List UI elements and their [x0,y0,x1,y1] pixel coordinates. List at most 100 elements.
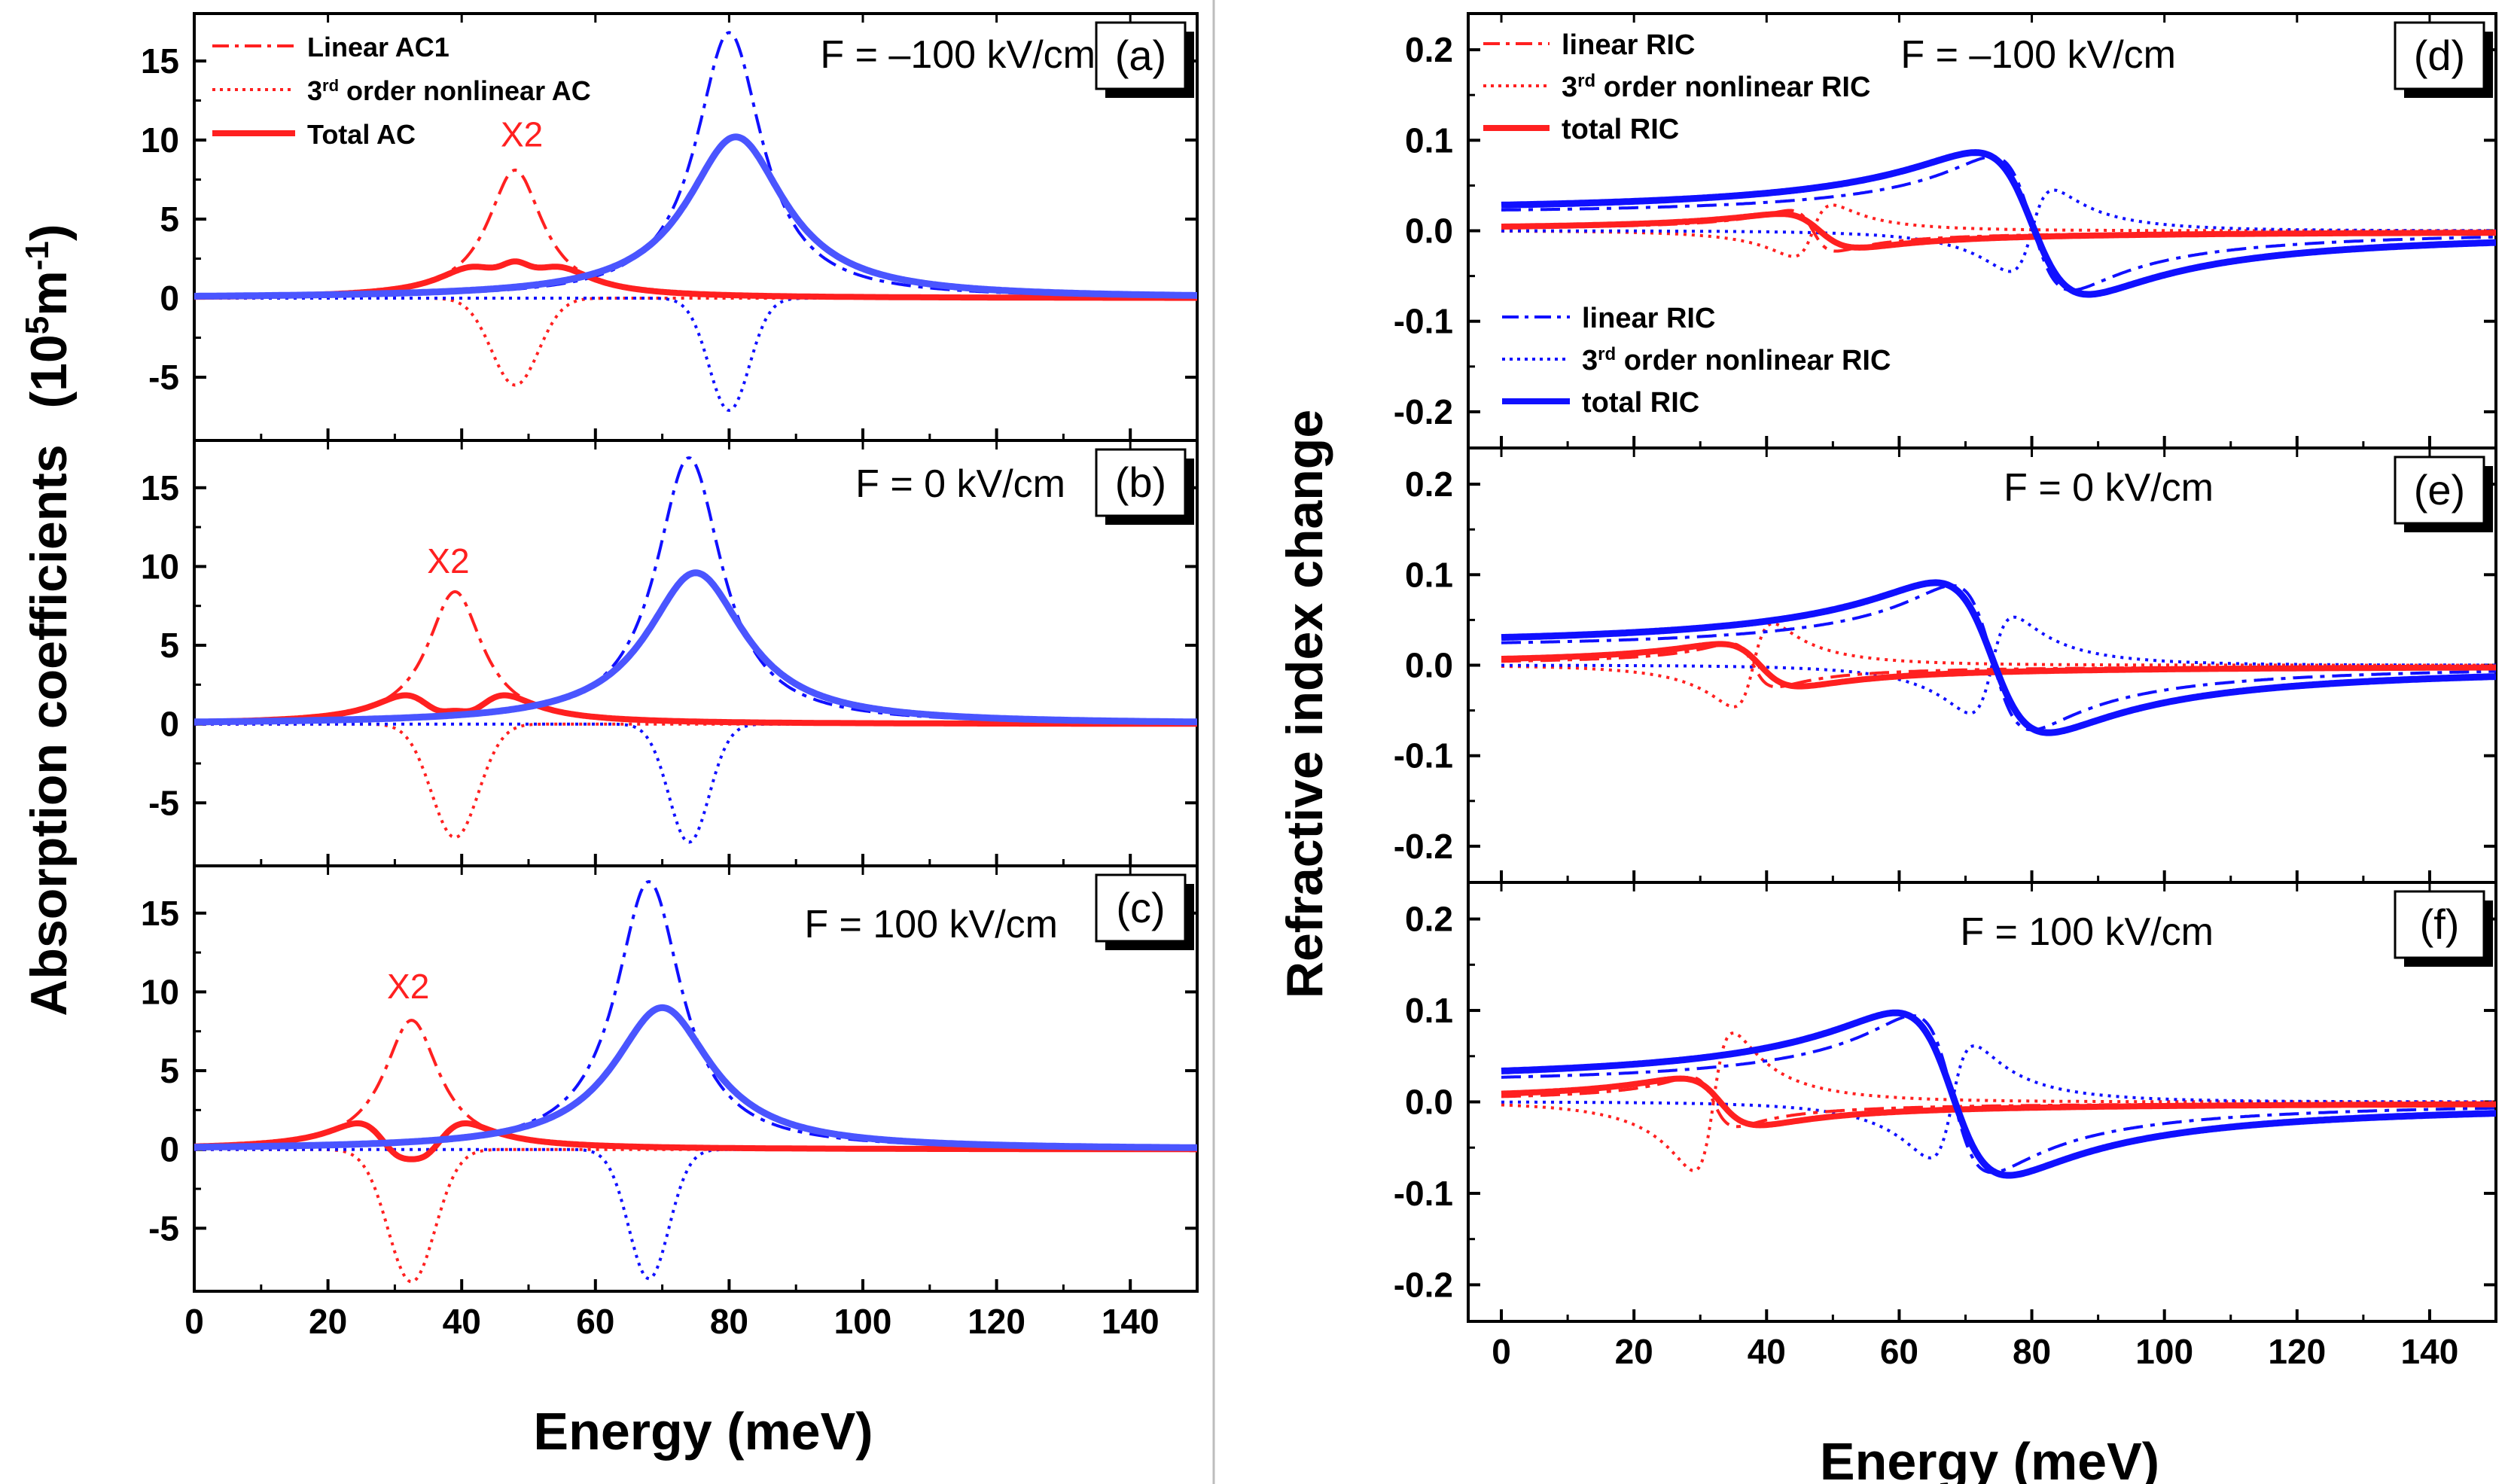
y-tick-label: -5 [148,1208,179,1248]
y-tick-label: -0.1 [1394,1174,1453,1213]
legend-label: total RIC [1562,114,1679,145]
panel-label-box [1095,448,1187,517]
y-tick-label: 0 [160,1130,179,1169]
series-total-ric [1500,211,2496,251]
field-label: F = 0 kV/cm [2004,466,2214,510]
series-3rd-order-nonlinear-ac-blue- [194,1147,1197,1281]
series-linear-ric-blue- [1501,1014,2496,1175]
x-tick-label: 100 [2135,1332,2193,1371]
y-tick-label: 0 [160,705,179,744]
y-tick-label: 5 [160,1051,179,1090]
x-tick-label: 140 [2401,1332,2459,1371]
y-tick-label: 10 [141,120,179,160]
panel-label: (b) [1115,459,1166,506]
plot-frame [193,864,1199,1293]
series-linear-ac [194,590,1197,726]
series-linear-ric-blue- [1501,584,2496,732]
y-tick-label: 0.0 [1405,1083,1453,1122]
series-total-ac [194,692,1197,727]
panel-label-box [1095,21,1187,90]
x-tick-label: 40 [1748,1332,1786,1371]
series-3rd-order-nonlinear-ac [194,297,1197,387]
panel-label: (f) [2420,900,2460,948]
series-total-ac-blue- [194,133,1197,300]
panel-label: (d) [2414,32,2465,79]
legend-label: Total AC [307,119,416,150]
series-3rd-order-nonlinear-ric-blue- [1501,188,2496,273]
x2-annotation: X2 [501,114,543,154]
y-tick-label: -0.2 [1394,392,1453,431]
x-tick-label: 20 [1615,1332,1653,1371]
x-tick-label: 120 [968,1302,1025,1341]
y-tick-label: 0.2 [1405,30,1453,69]
field-label: F = –100 kV/cm [1900,33,2176,77]
y-tick-label: 0.0 [1405,646,1453,685]
field-label: F = 100 kV/cm [804,903,1058,946]
y-tick-label: -0.1 [1394,736,1453,776]
y-tick-label: 10 [141,972,179,1011]
x-tick-label: 100 [834,1302,892,1341]
panel-label-box [2394,456,2485,525]
series-group [1499,579,2496,736]
series-3rd-order-nonlinear-ac [194,722,1197,840]
series-group [194,31,1197,413]
x-tick-label: 80 [2013,1332,2051,1371]
y-tick-label: 0.1 [1405,991,1453,1030]
field-label: F = 100 kV/cm [1960,910,2214,954]
series-group [1499,149,2496,298]
series-total-ric-blue- [1499,579,2496,736]
panel-label: (a) [1115,32,1166,79]
series-3rd-order-nonlinear-ric-blue- [1501,615,2496,715]
y-tick-label: -0.2 [1394,1265,1453,1304]
legend-label: linear RIC [1582,303,1715,334]
right-y-axis-title: Refractive index change [1276,410,1333,998]
x-tick-label: 0 [184,1302,204,1341]
legend-label: 3rd order nonlinear AC [307,75,591,106]
y-tick-label: 0.2 [1405,465,1453,504]
left-y-axis-unit: (105m-1) [19,224,78,408]
y-tick-label: -5 [148,358,179,397]
series-3rd-order-nonlinear-ric [1501,622,2496,708]
y-tick-label: 15 [141,41,179,81]
panel-label-box [2394,890,2485,959]
series-3rd-order-nonlinear-ac [194,1147,1197,1284]
x-tick-label: 40 [443,1302,481,1341]
series-total-ric-blue- [1499,149,2496,298]
x-tick-label: 60 [1880,1332,1918,1371]
panel-label: (e) [2414,466,2465,513]
x2-annotation: X2 [427,541,469,580]
panels: -5 0 5 10 15 (a) F = –100 kV/cm X2 Linear AC1 3rd… [141,12,2497,1484]
y-tick-label: 0.1 [1405,120,1453,160]
y-tick-label: -5 [148,783,179,822]
left-y-axis-title: Absorption coefficients [20,444,78,1016]
y-tick-label: 0.1 [1405,555,1453,594]
series-total-ric-blue- [1499,1009,2496,1179]
y-tick-label: 0 [160,279,179,318]
legend-label: 3rd order nonlinear RIC [1562,71,1870,104]
series-total-ac-blue- [194,569,1197,726]
series-linear-ric-blue- [1501,155,2496,292]
series-group [1499,1009,2496,1179]
series-total-ac-blue- [194,1004,1197,1151]
panel-label-box [1095,873,1187,943]
panel-d: -0.2 -0.1 0.0 0.1 0.2 (d) F = –100 kV/cm linear… [1394,12,2497,449]
series-group [194,879,1197,1284]
x2-annotation: X2 [387,967,429,1006]
series-3rd-order-nonlinear-ac-blue- [194,722,1197,844]
x-tick-label: 20 [309,1302,347,1341]
series-3rd-order-nonlinear-ric [1501,1031,2496,1172]
field-label: F = 0 kV/cm [855,462,1065,506]
y-tick-label: -0.2 [1394,827,1453,866]
series-group [194,456,1197,844]
y-tick-label: 0.0 [1405,212,1453,251]
y-tick-label: 0.2 [1405,900,1453,939]
panel-c: -5 0 5 10 15 0 20 40 60 80 100 120 140 Energy (meV) (c… [141,864,1199,1461]
x-tick-label: 60 [576,1302,614,1341]
x-axis-title: Energy (meV) [1820,1432,2159,1484]
legend-label: Linear AC1 [307,32,449,62]
x-tick-label: 0 [1492,1332,1511,1371]
y-tick-label: 10 [141,547,179,586]
x-tick-label: 80 [710,1302,748,1341]
series-linear-ac [194,1019,1197,1151]
